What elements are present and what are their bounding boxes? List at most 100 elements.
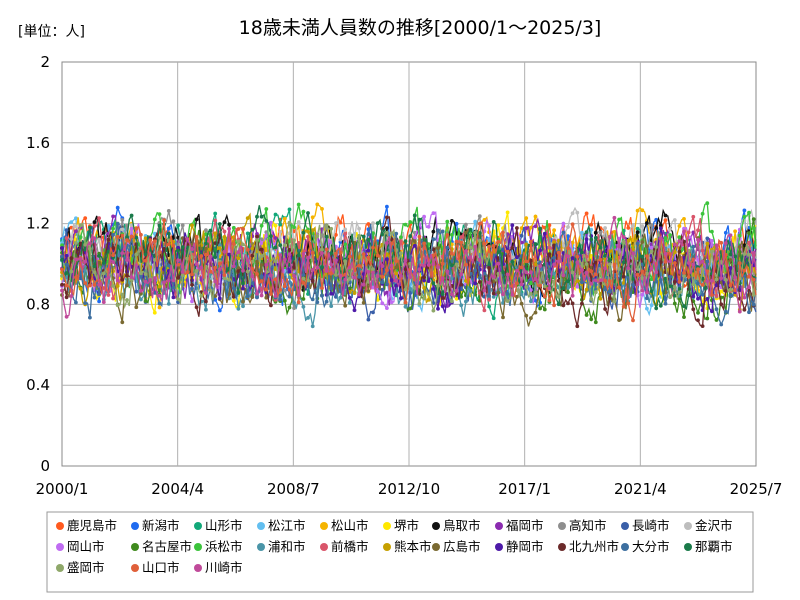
data-point [111, 214, 115, 219]
data-point [292, 300, 296, 305]
data-point [552, 303, 556, 308]
data-point [357, 275, 361, 279]
x-tick-label: 2025/7 [730, 480, 783, 498]
data-point [301, 252, 306, 256]
legend-marker [131, 564, 139, 572]
data-point [640, 224, 645, 229]
data-point [74, 257, 78, 262]
data-point [487, 294, 491, 298]
data-point [533, 214, 538, 219]
data-point [607, 262, 612, 267]
data-point [538, 306, 542, 311]
data-point [259, 274, 264, 279]
data-point [431, 308, 436, 313]
data-point [714, 318, 719, 322]
data-point [570, 256, 575, 260]
data-point [213, 231, 218, 236]
data-point [194, 262, 199, 266]
data-point [598, 230, 603, 235]
data-point [575, 254, 580, 259]
data-point [468, 255, 473, 259]
data-point [700, 248, 705, 253]
data-point [166, 226, 171, 231]
data-point [658, 278, 663, 282]
legend-label: 名古屋市 [142, 539, 192, 554]
data-point [505, 292, 510, 296]
data-point [403, 239, 408, 244]
data-point [134, 305, 139, 310]
data-point [245, 247, 250, 252]
data-point [477, 221, 482, 226]
data-point [598, 296, 603, 301]
data-point [645, 244, 649, 249]
data-point [176, 223, 181, 228]
data-point [180, 223, 185, 228]
data-point [635, 241, 640, 246]
data-point [282, 257, 287, 262]
data-point [176, 275, 181, 280]
data-point [278, 253, 283, 257]
data-point [635, 208, 640, 213]
x-tick-label: 2004/4 [151, 480, 204, 498]
data-point [69, 237, 74, 241]
data-point [301, 273, 306, 277]
data-point [64, 253, 69, 258]
data-point [213, 255, 218, 259]
data-point [747, 310, 751, 315]
data-point [64, 262, 69, 267]
data-point [751, 250, 756, 255]
data-point [691, 262, 696, 267]
data-point [255, 259, 259, 264]
data-point [287, 287, 292, 292]
x-tick-label: 2012/10 [378, 480, 440, 498]
data-point [468, 245, 473, 250]
data-point [538, 226, 542, 231]
data-point [417, 234, 422, 239]
data-point [714, 277, 719, 282]
data-point [607, 289, 612, 294]
data-point [78, 286, 83, 291]
data-point [691, 230, 696, 235]
data-point [259, 293, 264, 298]
data-point [152, 310, 157, 315]
data-point [593, 290, 598, 295]
data-point [422, 296, 426, 301]
data-point [603, 226, 607, 230]
data-point [584, 270, 589, 275]
data-point [575, 274, 580, 279]
data-point [556, 302, 561, 307]
data-point [334, 251, 338, 256]
data-point [343, 303, 348, 308]
data-point [83, 242, 88, 247]
data-point [385, 257, 389, 261]
data-point [213, 211, 218, 216]
data-point [111, 284, 115, 288]
data-point [171, 295, 176, 300]
data-point [705, 236, 710, 241]
data-point [529, 291, 533, 296]
data-point [334, 221, 338, 226]
y-tick-label: 2 [40, 53, 50, 71]
data-point [477, 275, 482, 280]
data-point [464, 230, 468, 235]
data-point [92, 264, 97, 269]
data-point [700, 324, 705, 328]
data-point [538, 248, 542, 253]
data-point [491, 291, 496, 296]
data-point [403, 300, 408, 305]
data-point [185, 270, 190, 275]
data-point [287, 252, 292, 257]
data-point [473, 219, 478, 224]
data-point [371, 270, 375, 275]
data-point [501, 292, 505, 297]
data-point [143, 252, 148, 257]
data-point [287, 207, 292, 212]
data-point [422, 286, 426, 290]
data-point [403, 258, 408, 263]
data-point [171, 219, 176, 224]
data-point [575, 324, 580, 329]
data-point [269, 273, 273, 278]
data-point [88, 241, 92, 246]
data-point [134, 263, 139, 268]
